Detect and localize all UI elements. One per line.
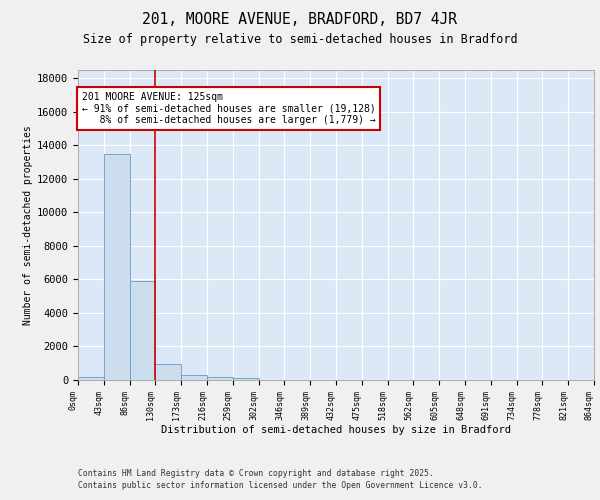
Text: Size of property relative to semi-detached houses in Bradford: Size of property relative to semi-detach… bbox=[83, 32, 517, 46]
Text: 201, MOORE AVENUE, BRADFORD, BD7 4JR: 201, MOORE AVENUE, BRADFORD, BD7 4JR bbox=[143, 12, 458, 28]
Bar bbox=[104, 154, 130, 380]
X-axis label: Distribution of semi-detached houses by size in Bradford: Distribution of semi-detached houses by … bbox=[161, 426, 511, 436]
Bar bbox=[181, 375, 207, 380]
Bar bbox=[155, 364, 181, 380]
Bar bbox=[233, 378, 259, 380]
Text: 201 MOORE AVENUE: 125sqm
← 91% of semi-detached houses are smaller (19,128)
   8: 201 MOORE AVENUE: 125sqm ← 91% of semi-d… bbox=[82, 92, 376, 125]
Text: Contains public sector information licensed under the Open Government Licence v3: Contains public sector information licen… bbox=[78, 481, 482, 490]
Bar bbox=[207, 378, 233, 380]
Text: Contains HM Land Registry data © Crown copyright and database right 2025.: Contains HM Land Registry data © Crown c… bbox=[78, 468, 434, 477]
Y-axis label: Number of semi-detached properties: Number of semi-detached properties bbox=[23, 125, 33, 325]
Bar bbox=[130, 281, 155, 380]
Bar bbox=[78, 376, 104, 380]
